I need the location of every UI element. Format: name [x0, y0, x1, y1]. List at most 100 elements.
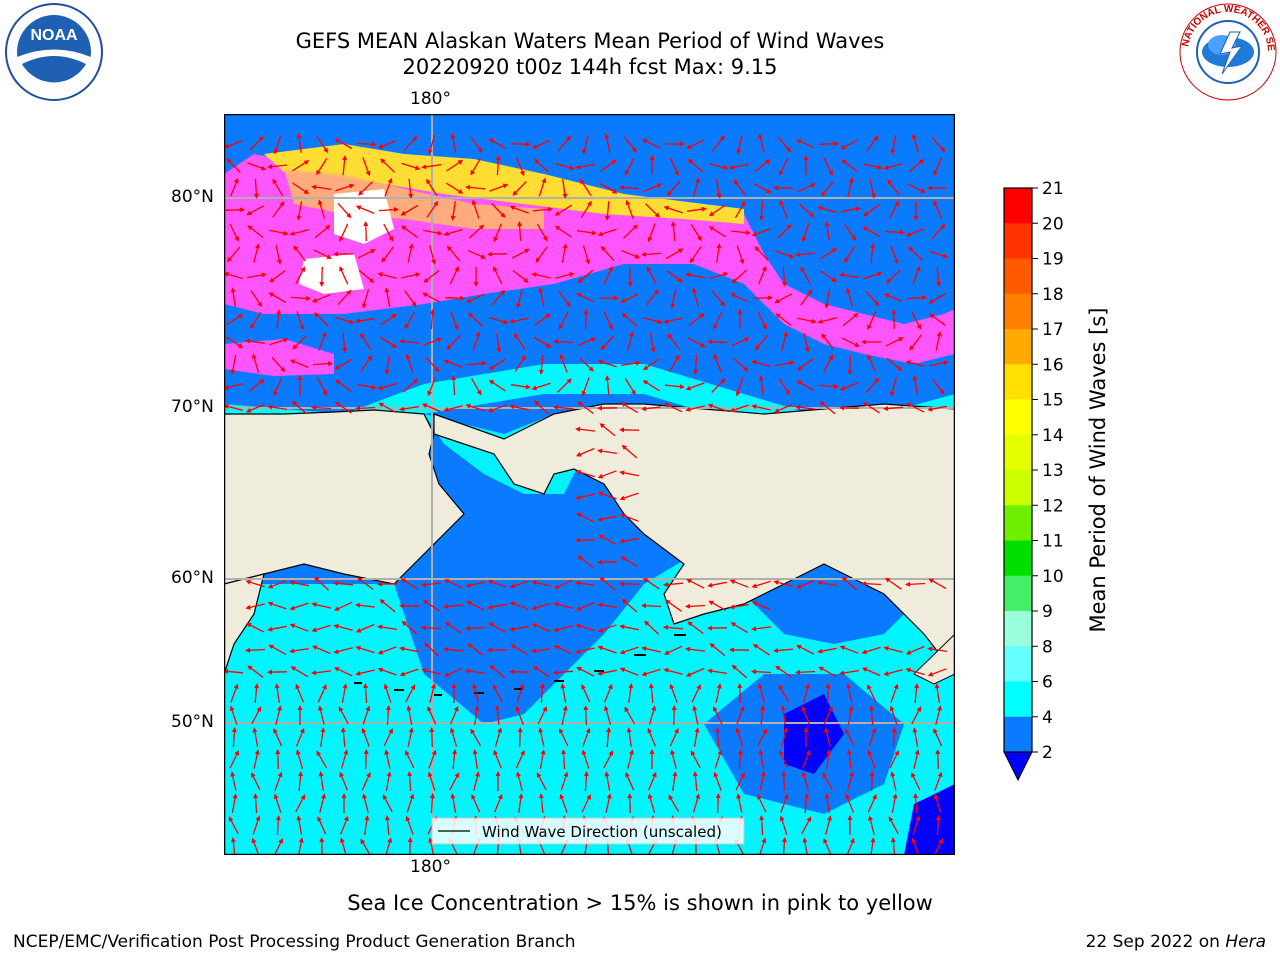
- wave-arrow-head: [520, 750, 525, 756]
- wave-arrow-head: [927, 406, 933, 412]
- wave-arrow-head: [538, 369, 544, 375]
- wave-arrow: [577, 582, 595, 586]
- wave-arrow-head: [597, 231, 604, 237]
- wave-arrow-head: [365, 705, 371, 712]
- wave-arrow-head: [597, 473, 604, 479]
- wave-arrow-head: [915, 815, 921, 822]
- wave-arrow-head: [629, 331, 635, 337]
- wave-arrow-head: [316, 169, 321, 176]
- wave-arrow-head: [319, 837, 325, 843]
- wave-arrow-head: [454, 772, 460, 778]
- wave-arrow-head: [697, 235, 702, 242]
- wave-arrow-head: [247, 665, 253, 671]
- wave-arrow: [339, 773, 349, 791]
- wave-arrow: [865, 378, 879, 394]
- wave-arrow-head: [668, 794, 674, 801]
- wave-arrow-head: [624, 706, 630, 713]
- wave-arrow-head: [874, 300, 880, 307]
- wave-arrow: [841, 139, 859, 149]
- wave-arrow-head: [560, 683, 566, 689]
- wave-arrow-head: [731, 664, 738, 670]
- wave-arrow-head: [733, 179, 739, 185]
- wave-arrow: [269, 580, 287, 588]
- wave-arrow: [450, 729, 458, 747]
- wave-arrow: [819, 206, 837, 214]
- wave-arrow-head: [667, 333, 673, 339]
- wave-arrow-head: [583, 705, 589, 711]
- wave-arrow-head: [824, 793, 830, 799]
- wave-arrow: [379, 382, 397, 390]
- wave-arrow-head: [267, 626, 273, 632]
- wave-arrow-head: [500, 212, 506, 218]
- wave-arrow: [599, 669, 617, 675]
- wave-arrow-head: [487, 407, 494, 413]
- wave-arrow-head: [619, 581, 624, 587]
- wave-arrow-head: [663, 318, 669, 324]
- wave-arrow-head: [708, 226, 715, 231]
- wave-arrow-head: [408, 193, 414, 199]
- wave-arrow-head: [825, 683, 831, 689]
- wave-arrow: [248, 225, 264, 239]
- wave-arrow: [864, 402, 880, 414]
- wave-arrow: [493, 685, 503, 703]
- aleutian-islands: [354, 634, 686, 696]
- wave-arrow-head: [575, 606, 582, 611]
- wave-arrow: [426, 202, 438, 218]
- wave-arrow: [467, 404, 485, 412]
- wave-arrow-head: [841, 576, 848, 582]
- wave-arrow: [403, 136, 417, 152]
- wave-arrow-head: [730, 622, 737, 628]
- wave-arrow-head: [795, 669, 801, 675]
- wave-arrow-head: [927, 646, 933, 652]
- wave-arrow: [645, 203, 659, 217]
- wave-arrow-head: [914, 683, 920, 689]
- map-legend: Wind Wave Direction (unscaled): [431, 817, 745, 845]
- wave-arrow: [427, 377, 437, 395]
- wave-arrow-head: [399, 603, 404, 609]
- wave-arrow: [620, 186, 640, 190]
- wave-arrow-head: [586, 794, 591, 800]
- wave-arrow-head: [509, 583, 516, 589]
- wave-arrow-head: [827, 815, 832, 821]
- wave-arrow-head: [626, 727, 632, 733]
- wave-arrow-head: [558, 324, 564, 330]
- wave-arrow-head: [685, 672, 692, 677]
- wave-arrow-head: [453, 324, 459, 331]
- wave-arrow-head: [619, 649, 626, 655]
- colorbar-tick-label: 11: [1042, 532, 1064, 552]
- wave-arrow-head: [261, 272, 267, 278]
- wave-arrow-head: [437, 230, 443, 236]
- wave-arrow-head: [303, 189, 310, 195]
- wave-arrow-head: [554, 211, 561, 216]
- wave-arrow-head: [289, 623, 296, 629]
- wave-arrow-head: [715, 727, 721, 733]
- wave-arrow-head: [444, 579, 450, 584]
- wave-arrow-head: [653, 289, 659, 295]
- wave-arrow-head: [327, 361, 333, 367]
- wave-arrow-head: [883, 406, 889, 411]
- wave-arrow: [870, 706, 874, 726]
- wave-arrow-head: [821, 333, 827, 339]
- wave-arrow-head: [913, 215, 919, 221]
- wave-arrow-head: [277, 705, 282, 711]
- wave-arrow-head: [849, 177, 854, 183]
- lon-label-bottom: 180°: [410, 857, 451, 877]
- wave-arrow-head: [783, 727, 788, 733]
- wave-arrow: [229, 817, 239, 835]
- wave-arrow-head: [604, 375, 610, 381]
- wave-arrow: [271, 356, 285, 372]
- wave-arrow-head: [230, 287, 236, 293]
- wave-arrow-head: [267, 601, 274, 607]
- wave-arrow-head: [553, 670, 559, 675]
- wave-arrow: [885, 293, 903, 303]
- wave-arrow: [621, 668, 639, 676]
- wave-arrow: [694, 354, 698, 374]
- wave-arrow-head: [253, 193, 259, 199]
- wave-arrow-head: [735, 390, 741, 397]
- wave-arrow-head: [729, 164, 735, 170]
- wave-arrow-head: [245, 338, 251, 344]
- wave-arrow-head: [781, 281, 787, 287]
- wave-arrow-head: [488, 622, 494, 628]
- wave-arrow-head: [335, 401, 341, 407]
- wave-arrow-head: [525, 384, 531, 390]
